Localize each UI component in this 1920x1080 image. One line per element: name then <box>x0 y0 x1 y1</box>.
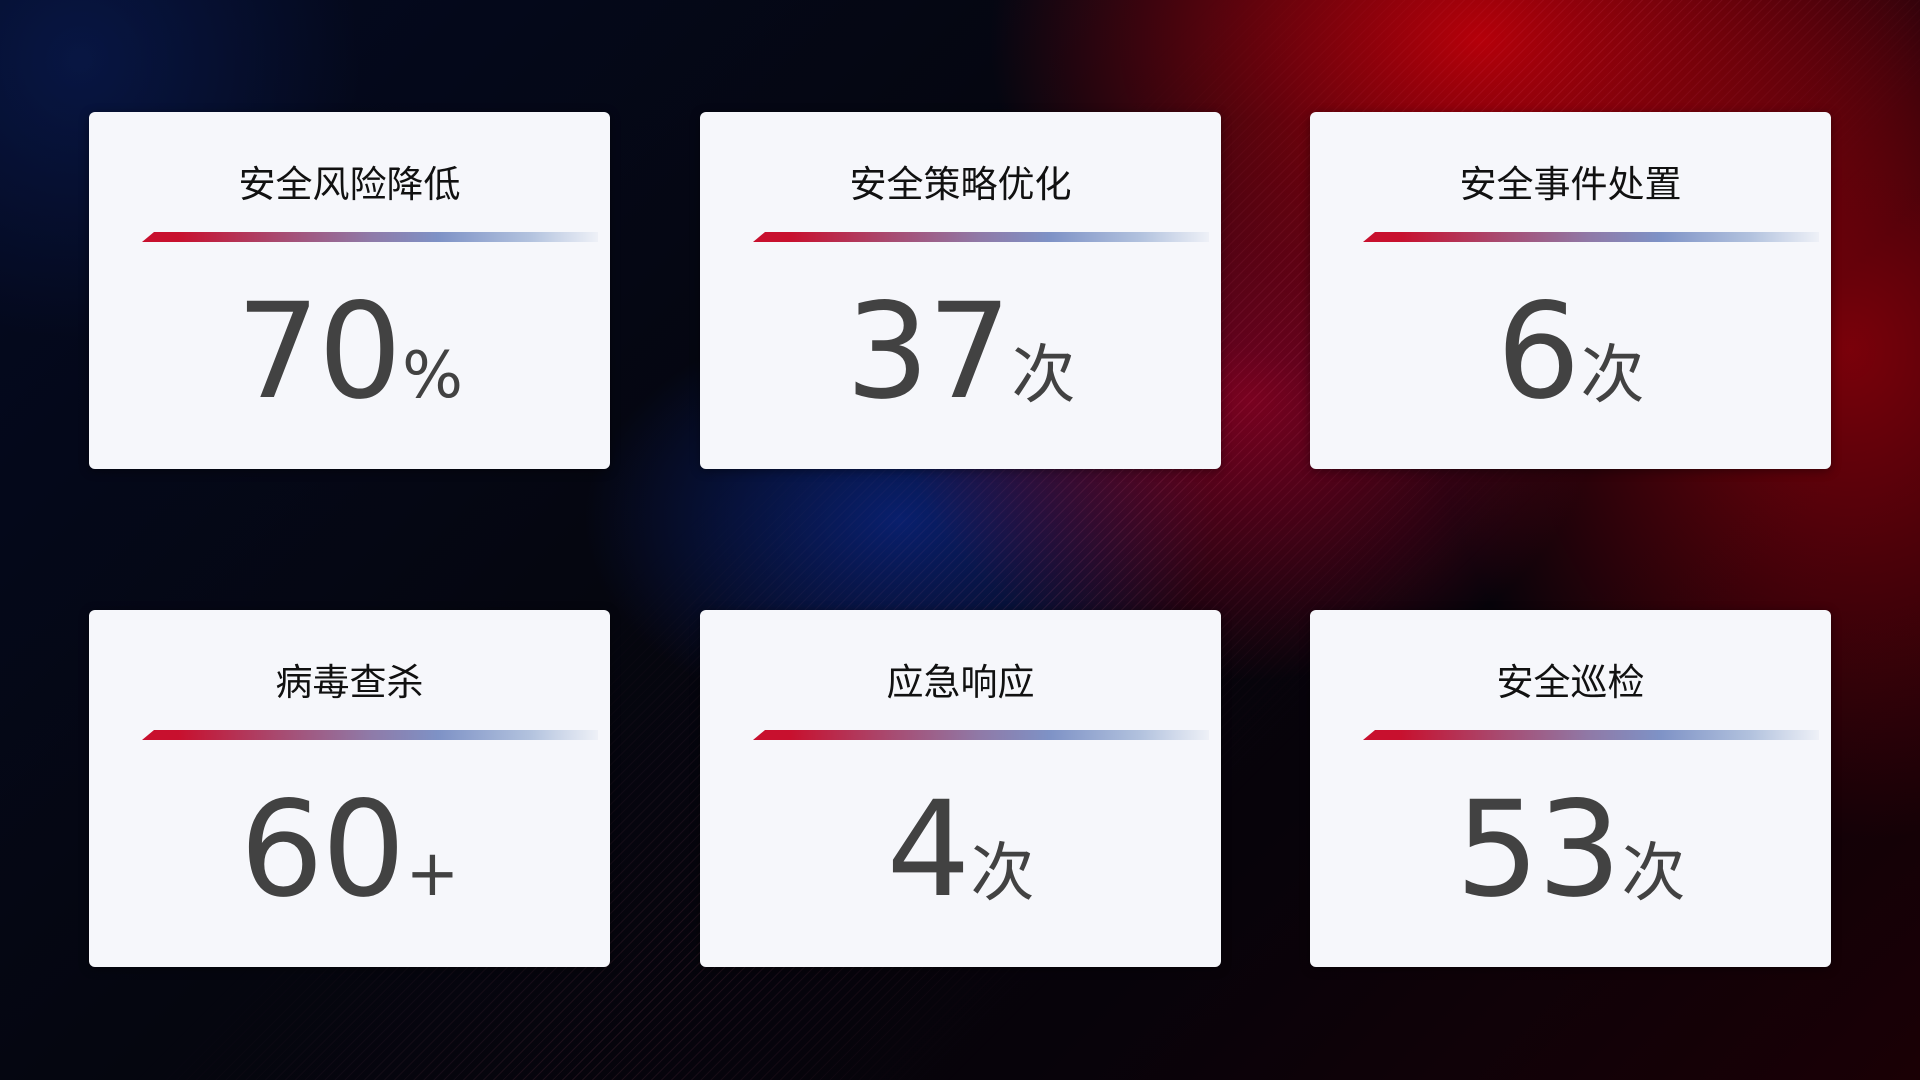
value-unit: % <box>402 339 463 413</box>
value-number: 6 <box>1496 275 1581 429</box>
stat-card-risk-reduction: 安全风险降低 70% <box>89 112 610 469</box>
value-unit: 次 <box>970 837 1035 911</box>
card-value: 70% <box>89 286 610 418</box>
accent-bar <box>753 730 1209 740</box>
stat-card-policy-optimization: 安全策略优化 37次 <box>700 112 1221 469</box>
stat-card-incident-handling: 安全事件处置 6次 <box>1310 112 1831 469</box>
accent-bar <box>142 730 598 740</box>
card-title: 安全事件处置 <box>1459 163 1682 206</box>
value-number: 53 <box>1455 773 1622 927</box>
accent-bar <box>1363 730 1819 740</box>
card-value: 6次 <box>1310 286 1831 418</box>
card-title: 安全策略优化 <box>849 163 1072 206</box>
accent-bar <box>1363 232 1819 242</box>
value-number: 4 <box>886 773 971 927</box>
value-number: 70 <box>236 275 402 429</box>
stat-card-emergency-response: 应急响应 4次 <box>700 610 1221 967</box>
accent-bar <box>142 232 598 242</box>
card-value: 4次 <box>700 784 1221 916</box>
value-unit: 次 <box>1621 837 1686 911</box>
value-number: 60 <box>239 773 406 927</box>
value-unit: 次 <box>1011 339 1076 413</box>
stat-card-virus-removal: 病毒查杀 60+ <box>89 610 610 967</box>
value-number: 37 <box>845 275 1012 429</box>
card-value: 37次 <box>700 286 1221 418</box>
card-title: 应急响应 <box>886 661 1035 704</box>
card-title: 病毒查杀 <box>275 661 424 704</box>
card-value: 53次 <box>1310 784 1831 916</box>
accent-bar <box>753 232 1209 242</box>
card-title: 安全巡检 <box>1496 661 1645 704</box>
card-value: 60+ <box>89 784 610 916</box>
card-title: 安全风险降低 <box>238 163 461 206</box>
value-unit: 次 <box>1580 339 1645 413</box>
value-unit: + <box>405 837 460 911</box>
stat-card-security-patrol: 安全巡检 53次 <box>1310 610 1831 967</box>
